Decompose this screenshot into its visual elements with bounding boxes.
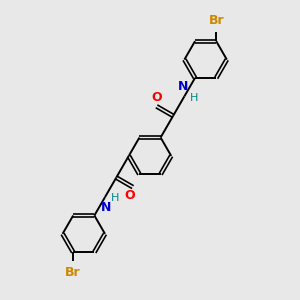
Text: O: O <box>124 190 135 202</box>
Text: O: O <box>151 91 162 104</box>
Text: N: N <box>101 201 112 214</box>
Text: N: N <box>178 80 188 93</box>
Text: Br: Br <box>65 266 81 279</box>
Text: H: H <box>190 93 198 103</box>
Text: H: H <box>111 193 119 203</box>
Text: Br: Br <box>208 14 224 27</box>
